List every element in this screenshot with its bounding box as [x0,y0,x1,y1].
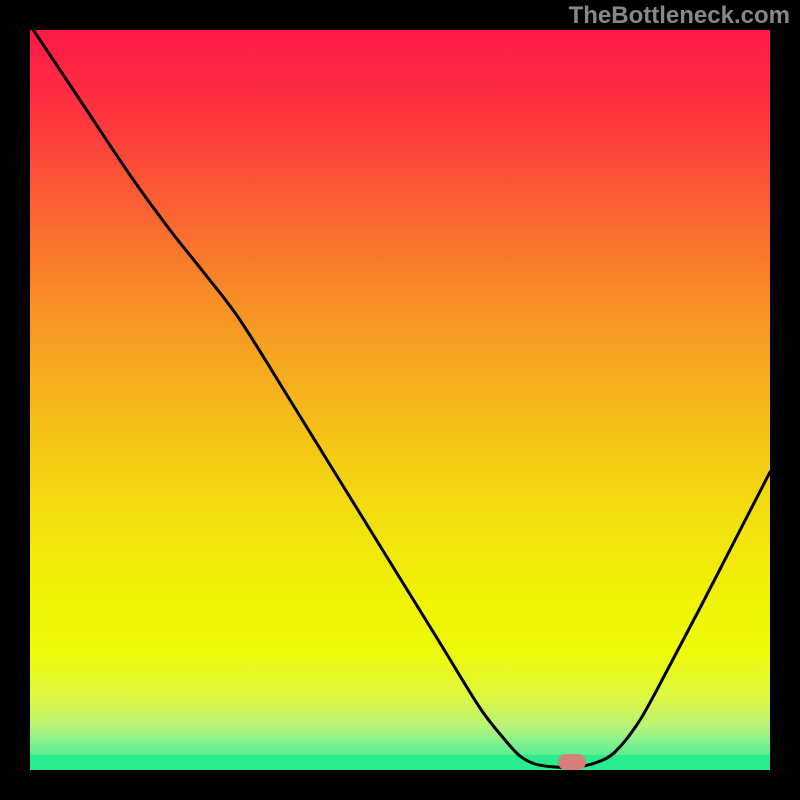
optimal-point-marker [558,754,586,770]
bottleneck-curve [30,25,770,767]
chart-container: TheBottleneck.com [0,0,800,800]
chart-curve-layer [0,0,800,800]
watermark-text: TheBottleneck.com [569,2,790,30]
